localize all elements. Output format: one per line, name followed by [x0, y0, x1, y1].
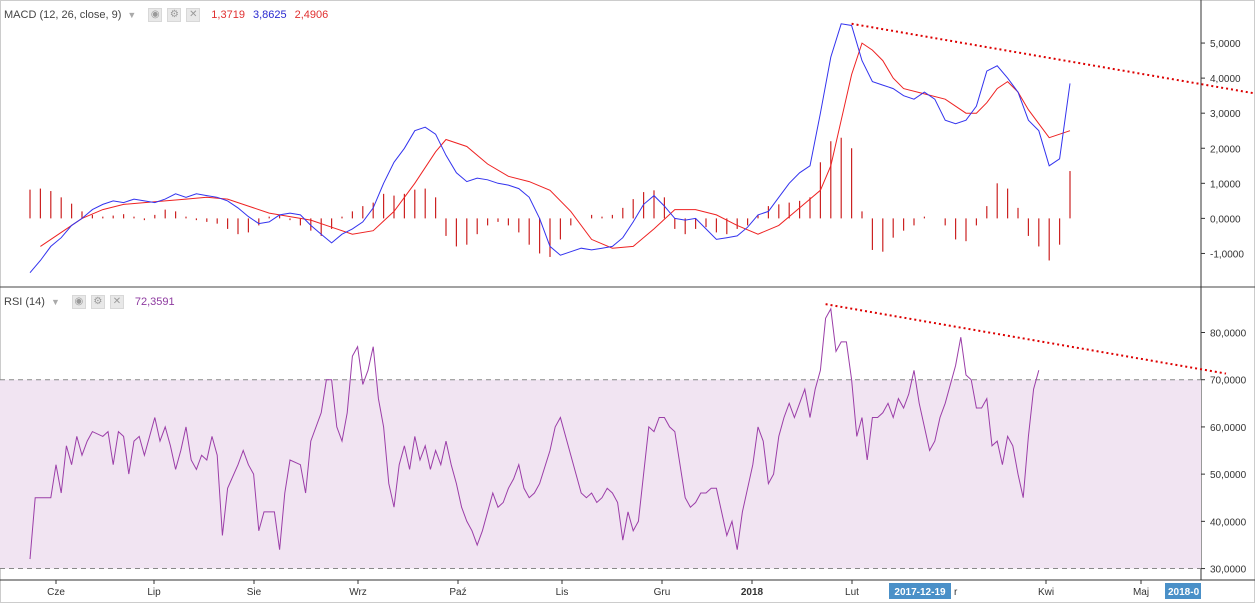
gear-icon[interactable]: ⚙ [167, 8, 182, 22]
x-tick-label: Gru [654, 587, 671, 598]
rsi-indicator-name[interactable]: RSI (14) [4, 296, 45, 308]
edge-time-label: 2018-0 [1168, 587, 1200, 598]
macd-y-tick-label: 5,0000 [1210, 39, 1241, 50]
x-tick-label: Paź [449, 587, 466, 598]
x-tick-label: Kwi [1038, 587, 1054, 598]
macd-y-tick-label: -1,0000 [1210, 249, 1244, 260]
macd-histogram [29, 137, 1071, 261]
x-tick-label: Wrz [349, 587, 367, 598]
macd-y-tick-label: 0,0000 [1210, 214, 1241, 225]
macd-y-tick-label: 4,0000 [1210, 74, 1241, 85]
cursor-time-label: 2017-12-19 [894, 587, 946, 598]
x-tick-label: Lip [147, 587, 161, 598]
macd-y-tick-label: 1,0000 [1210, 179, 1241, 190]
chevron-down-icon[interactable]: ▼ [127, 10, 137, 20]
macd-line [29, 23, 1071, 274]
rsi-y-tick-label: 40,0000 [1210, 517, 1247, 528]
chevron-down-icon[interactable]: ▼ [50, 297, 60, 307]
macd-y-tick-label: 2,0000 [1210, 144, 1241, 155]
macd-y-tick-label: 3,0000 [1210, 109, 1241, 120]
macd-signal-line [40, 42, 1071, 249]
rsi-y-tick-label: 80,0000 [1210, 328, 1247, 339]
visibility-icon[interactable]: ◉ [148, 8, 163, 22]
cursor-suffix-label: r [954, 587, 958, 598]
macd-signal-value: 2,4906 [294, 9, 329, 21]
cursor-time-label-box [889, 583, 951, 599]
rsi-line [29, 307, 1040, 560]
x-tick-label: Maj [1133, 587, 1149, 598]
rsi-y-tick-label: 50,0000 [1210, 470, 1247, 481]
x-tick-label: Lis [556, 587, 569, 598]
rsi-band-fill [0, 379, 1201, 569]
price-axis: 5,0000 4,0000 3,0000 2,0000 1,0000 0,0000 -1,0… [1201, 39, 1247, 576]
macd-indicator-name[interactable]: MACD (12, 26, close, 9) [4, 9, 122, 21]
x-tick-label: 2018 [741, 587, 764, 598]
visibility-icon[interactable]: ◉ [71, 295, 86, 309]
rsi-y-tick-label: 70,0000 [1210, 376, 1247, 387]
gear-icon[interactable]: ⚙ [90, 295, 105, 309]
rsi-legend: RSI (14) ▼ ◉ ⚙ ✕ 72,3591 [4, 295, 179, 309]
close-icon[interactable]: ✕ [109, 295, 124, 309]
rsi-y-tick-label: 30,0000 [1210, 565, 1247, 576]
macd-legend: MACD (12, 26, close, 9) ▼ ◉ ⚙ ✕ 1,3719 3… [4, 8, 332, 22]
x-tick-label: Lut [845, 587, 859, 598]
x-tick-label: Cze [47, 587, 65, 598]
rsi-trendline [825, 303, 1227, 375]
close-icon[interactable]: ✕ [186, 8, 201, 22]
macd-histogram-value: 1,3719 [211, 9, 245, 21]
rsi-value: 72,3591 [134, 296, 175, 308]
macd-line-value: 3,8625 [252, 9, 287, 21]
macd-trendline [851, 22, 1255, 95]
rsi-y-tick-label: 60,0000 [1210, 423, 1247, 434]
time-axis: Cze Lip Sie Wrz Paź Lis Gru 2018 Lut Kwi Maj 2017-1… [47, 580, 1201, 599]
edge-time-label-box [1165, 583, 1201, 599]
x-tick-label: Sie [247, 587, 262, 598]
